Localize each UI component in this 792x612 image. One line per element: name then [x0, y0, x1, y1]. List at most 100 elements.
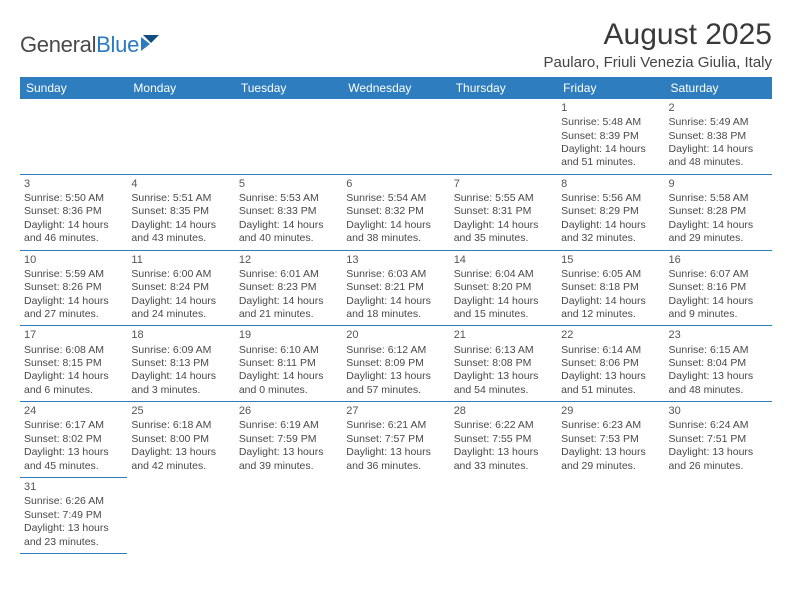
calendar-week: 3Sunrise: 5:50 AMSunset: 8:36 PMDaylight…: [20, 174, 772, 250]
day-number: 2: [669, 101, 768, 115]
day-number: 12: [239, 253, 338, 267]
calendar-cell-empty: [450, 99, 557, 174]
calendar-cell-empty: [127, 478, 234, 554]
sunset-line: Sunset: 8:06 PM: [561, 357, 660, 370]
sunset-line: Sunset: 8:28 PM: [669, 205, 768, 218]
sunset-line: Sunset: 7:59 PM: [239, 433, 338, 446]
sunset-line: Sunset: 8:08 PM: [454, 357, 553, 370]
calendar-week: 1Sunrise: 5:48 AMSunset: 8:39 PMDaylight…: [20, 99, 772, 174]
calendar-cell: 20Sunrise: 6:12 AMSunset: 8:09 PMDayligh…: [342, 326, 449, 402]
daylight-line: Daylight: 14 hours: [669, 295, 768, 308]
daylight-line: Daylight: 13 hours: [669, 370, 768, 383]
daylight-line: Daylight: 13 hours: [24, 522, 123, 535]
daylight-line: and 23 minutes.: [24, 536, 123, 549]
daylight-line: and 35 minutes.: [454, 232, 553, 245]
sunrise-line: Sunrise: 6:24 AM: [669, 419, 768, 432]
sunrise-line: Sunrise: 5:58 AM: [669, 192, 768, 205]
daylight-line: and 42 minutes.: [131, 460, 230, 473]
day-number: 7: [454, 177, 553, 191]
brand-name: GeneralBlue: [20, 32, 139, 58]
daylight-line: and 36 minutes.: [346, 460, 445, 473]
daylight-line: and 29 minutes.: [561, 460, 660, 473]
day-number: 14: [454, 253, 553, 267]
calendar-cell: 15Sunrise: 6:05 AMSunset: 8:18 PMDayligh…: [557, 250, 664, 326]
daylight-line: Daylight: 13 hours: [239, 446, 338, 459]
calendar-cell: 18Sunrise: 6:09 AMSunset: 8:13 PMDayligh…: [127, 326, 234, 402]
sunrise-line: Sunrise: 5:49 AM: [669, 116, 768, 129]
daylight-line: and 51 minutes.: [561, 156, 660, 169]
daylight-line: and 48 minutes.: [669, 384, 768, 397]
brand-part1: General: [20, 32, 96, 57]
sunset-line: Sunset: 8:21 PM: [346, 281, 445, 294]
day-number: 6: [346, 177, 445, 191]
daylight-line: Daylight: 14 hours: [24, 219, 123, 232]
day-number: 11: [131, 253, 230, 267]
sunset-line: Sunset: 8:39 PM: [561, 130, 660, 143]
daylight-line: and 3 minutes.: [131, 384, 230, 397]
sunset-line: Sunset: 8:20 PM: [454, 281, 553, 294]
sunrise-line: Sunrise: 6:04 AM: [454, 268, 553, 281]
calendar-week: 10Sunrise: 5:59 AMSunset: 8:26 PMDayligh…: [20, 250, 772, 326]
daylight-line: Daylight: 13 hours: [454, 370, 553, 383]
daylight-line: Daylight: 14 hours: [561, 143, 660, 156]
daylight-line: and 15 minutes.: [454, 308, 553, 321]
sunrise-line: Sunrise: 5:50 AM: [24, 192, 123, 205]
sunrise-line: Sunrise: 6:05 AM: [561, 268, 660, 281]
sunset-line: Sunset: 7:53 PM: [561, 433, 660, 446]
day-number: 1: [561, 101, 660, 115]
daylight-line: and 29 minutes.: [669, 232, 768, 245]
daylight-line: Daylight: 13 hours: [131, 446, 230, 459]
day-number: 10: [24, 253, 123, 267]
location: Paularo, Friuli Venezia Giulia, Italy: [544, 54, 772, 71]
title-block: August 2025 Paularo, Friuli Venezia Giul…: [544, 18, 772, 71]
calendar-cell: 29Sunrise: 6:23 AMSunset: 7:53 PMDayligh…: [557, 402, 664, 478]
daylight-line: Daylight: 14 hours: [24, 370, 123, 383]
daylight-line: Daylight: 14 hours: [239, 295, 338, 308]
sunrise-line: Sunrise: 5:54 AM: [346, 192, 445, 205]
day-number: 16: [669, 253, 768, 267]
calendar-cell: 12Sunrise: 6:01 AMSunset: 8:23 PMDayligh…: [235, 250, 342, 326]
calendar-cell-empty: [20, 99, 127, 174]
daylight-line: and 9 minutes.: [669, 308, 768, 321]
calendar-week: 17Sunrise: 6:08 AMSunset: 8:15 PMDayligh…: [20, 326, 772, 402]
daylight-line: Daylight: 14 hours: [454, 295, 553, 308]
daylight-line: Daylight: 14 hours: [131, 370, 230, 383]
daylight-line: Daylight: 13 hours: [669, 446, 768, 459]
calendar-cell-empty: [127, 99, 234, 174]
calendar-cell: 6Sunrise: 5:54 AMSunset: 8:32 PMDaylight…: [342, 174, 449, 250]
calendar-cell: 1Sunrise: 5:48 AMSunset: 8:39 PMDaylight…: [557, 99, 664, 174]
sunset-line: Sunset: 8:09 PM: [346, 357, 445, 370]
day-number: 4: [131, 177, 230, 191]
daylight-line: and 48 minutes.: [669, 156, 768, 169]
calendar-cell: 10Sunrise: 5:59 AMSunset: 8:26 PMDayligh…: [20, 250, 127, 326]
daylight-line: Daylight: 14 hours: [131, 295, 230, 308]
sunrise-line: Sunrise: 6:18 AM: [131, 419, 230, 432]
calendar-cell: 25Sunrise: 6:18 AMSunset: 8:00 PMDayligh…: [127, 402, 234, 478]
day-header: Friday: [557, 77, 664, 99]
sunrise-line: Sunrise: 6:21 AM: [346, 419, 445, 432]
sunset-line: Sunset: 8:24 PM: [131, 281, 230, 294]
calendar-cell: 11Sunrise: 6:00 AMSunset: 8:24 PMDayligh…: [127, 250, 234, 326]
calendar-cell: 16Sunrise: 6:07 AMSunset: 8:16 PMDayligh…: [665, 250, 772, 326]
day-number: 5: [239, 177, 338, 191]
daylight-line: Daylight: 13 hours: [346, 446, 445, 459]
sunrise-line: Sunrise: 6:23 AM: [561, 419, 660, 432]
daylight-line: Daylight: 14 hours: [239, 370, 338, 383]
calendar-cell: 19Sunrise: 6:10 AMSunset: 8:11 PMDayligh…: [235, 326, 342, 402]
sunset-line: Sunset: 8:18 PM: [561, 281, 660, 294]
calendar-week: 31Sunrise: 6:26 AMSunset: 7:49 PMDayligh…: [20, 478, 772, 554]
sunset-line: Sunset: 8:38 PM: [669, 130, 768, 143]
calendar-cell: 4Sunrise: 5:51 AMSunset: 8:35 PMDaylight…: [127, 174, 234, 250]
day-header: Tuesday: [235, 77, 342, 99]
daylight-line: and 6 minutes.: [24, 384, 123, 397]
brand-part2: Blue: [96, 32, 139, 57]
daylight-line: Daylight: 14 hours: [346, 295, 445, 308]
calendar-table: SundayMondayTuesdayWednesdayThursdayFrid…: [20, 77, 772, 554]
calendar-cell-empty: [450, 478, 557, 554]
day-header: Monday: [127, 77, 234, 99]
calendar-cell: 30Sunrise: 6:24 AMSunset: 7:51 PMDayligh…: [665, 402, 772, 478]
sunset-line: Sunset: 8:31 PM: [454, 205, 553, 218]
sunrise-line: Sunrise: 5:56 AM: [561, 192, 660, 205]
calendar-head: SundayMondayTuesdayWednesdayThursdayFrid…: [20, 77, 772, 99]
calendar-cell: 9Sunrise: 5:58 AMSunset: 8:28 PMDaylight…: [665, 174, 772, 250]
